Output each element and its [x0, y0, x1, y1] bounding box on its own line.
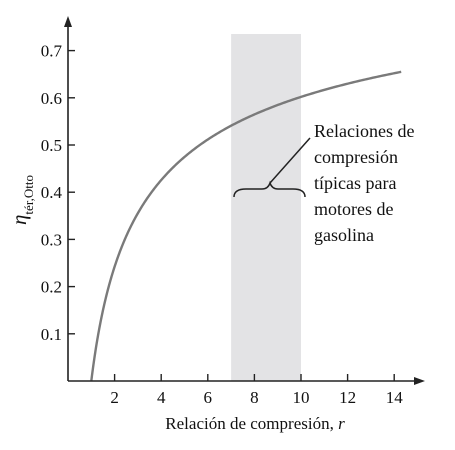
- y-tick-label: 0.1: [41, 325, 62, 344]
- x-tick-label: 8: [250, 388, 259, 407]
- x-tick-label: 4: [157, 388, 166, 407]
- tick-group: 2 4 6 8 10 12 14 0.1 0.2 0.3 0.4 0.5 0.6 0.7: [41, 42, 403, 407]
- y-tick-label: 0.3: [41, 230, 62, 249]
- y-tick-label: 0.5: [41, 136, 62, 155]
- x-axis-label: Relación de compresión, r: [165, 414, 345, 433]
- y-axis-arrow: [64, 16, 72, 27]
- annotation-line: Relaciones de: [314, 121, 414, 141]
- x-tick-label: 14: [386, 388, 404, 407]
- x-tick-label: 10: [293, 388, 310, 407]
- annotation-line: compresión: [314, 147, 398, 167]
- x-tick-label: 6: [204, 388, 213, 407]
- y-tick-label: 0.7: [41, 42, 63, 61]
- y-tick-label: 0.2: [41, 278, 62, 297]
- annotation-text: Relaciones de compresión típicas para mo…: [314, 121, 419, 245]
- annotation-line: típicas para: [314, 173, 396, 193]
- y-tick-label: 0.6: [41, 89, 62, 108]
- annotation-line: gasolina: [314, 225, 374, 245]
- annotation-line: motores de: [314, 199, 393, 219]
- annotation-leader-line: [269, 137, 311, 184]
- highlight-band: [231, 34, 301, 381]
- y-axis-label: ηtér,Otto: [7, 175, 36, 225]
- x-tick-label: 12: [339, 388, 356, 407]
- y-tick-label: 0.4: [41, 183, 63, 202]
- efficiency-curve: [90, 70, 402, 382]
- x-axis-arrow: [414, 377, 425, 385]
- x-tick-label: 2: [110, 388, 119, 407]
